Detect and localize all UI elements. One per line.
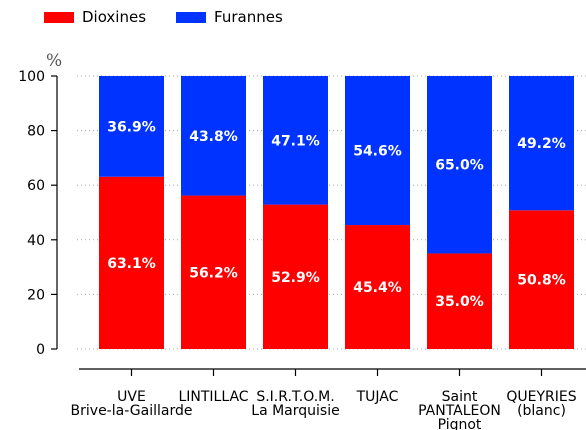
data-label-dioxines-2: 52.9% [271,270,320,286]
legend-label-dioxines: Dioxines [82,8,147,26]
x-tick-label-3: TUJAC [356,389,399,405]
y-tick-label-100: 100 [18,69,45,85]
bar-dioxines-0 [99,176,164,349]
data-label-furannes-4: 65.0% [435,158,484,174]
x-tick-label-4: Saint PANTALEON Pignot [418,389,501,430]
data-label-furannes-3: 54.6% [353,144,402,160]
x-tick-label-line: QUEYRIES [506,389,576,405]
legend-item-furannes: Furannes [176,8,283,26]
bar-furannes-0 [99,76,164,177]
data-label-dioxines-5: 50.8% [517,273,566,289]
legend-label-furannes: Furannes [214,8,283,26]
x-tick-label-5: QUEYRIES (blanc) [506,389,576,419]
legend-item-dioxines: Dioxines [44,8,146,26]
bar-furannes-5 [509,76,574,211]
x-tick-label-line: Pignot [438,417,482,430]
y-tick-label-80: 80 [27,124,45,140]
x-tick-label-line: TUJAC [356,389,399,405]
x-tick-label-0: UVE Brive-la-Gaillarde [71,389,193,419]
y-tick-label-0: 0 [36,342,45,358]
x-tick-label-line: Saint [442,389,478,405]
bar-dioxines-5 [509,210,574,349]
legend: Dioxines Furannes [44,8,283,26]
legend-swatch-dioxines [44,11,74,23]
bar-furannes-2 [263,76,328,205]
y-tick-label-40: 40 [27,233,45,249]
y-axis-label: % [46,51,62,71]
data-label-furannes-5: 49.2% [517,136,566,152]
bar-dioxines-4 [427,253,492,349]
bar-dioxines-1 [181,195,246,349]
data-label-dioxines-0: 63.1% [107,256,156,272]
x-tick-label-2: S.I.R.T.O.M. La Marquisie [251,389,339,419]
x-tick-label-line: LINTILLAC [178,389,248,405]
y-tick-label-60: 60 [27,178,45,194]
bar-furannes-4 [427,76,492,254]
x-tick-label-line: (blanc) [517,403,566,419]
y-tick-label-20: 20 [27,287,45,303]
x-tick-label-line: Brive-la-Gaillarde [71,403,193,419]
x-tick-label-1: LINTILLAC [178,389,248,405]
data-label-dioxines-4: 35.0% [435,294,484,310]
bar-dioxines-2 [263,204,328,349]
bar-furannes-1 [181,76,246,196]
data-label-furannes-2: 47.1% [271,133,320,149]
data-label-furannes-1: 43.8% [189,129,238,145]
bar-furannes-3 [345,76,410,226]
data-label-dioxines-1: 56.2% [189,265,238,281]
x-tick-label-line: PANTALEON [418,403,501,419]
data-label-dioxines-3: 45.4% [353,280,402,296]
data-label-furannes-0: 36.9% [107,119,156,135]
x-tick-label-line: S.I.R.T.O.M. [256,389,334,405]
x-tick-label-line: La Marquisie [251,403,339,419]
legend-swatch-furannes [176,11,207,23]
bar-dioxines-3 [345,225,410,349]
x-tick-label-line: UVE [117,389,146,405]
